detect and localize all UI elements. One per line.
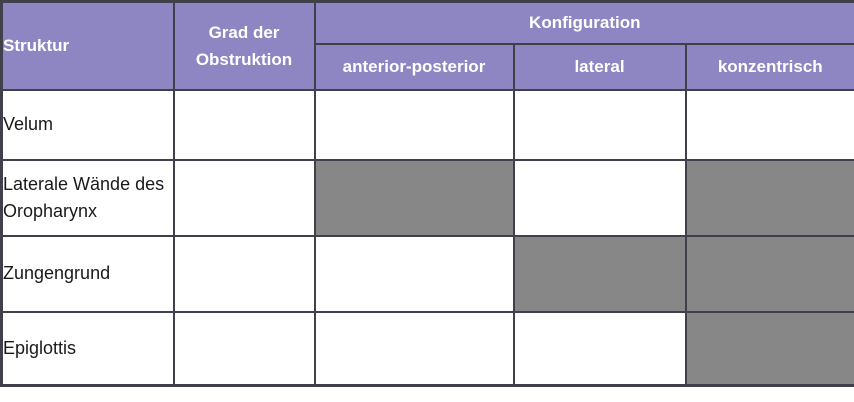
config-cell-epiglottis-konzentrisch [684,310,854,387]
table-row-zungengrund: Zungengrund [0,234,854,313]
config-cell-velum-konzentrisch [684,88,854,161]
config-cell-zungengrund-konzentrisch [684,234,854,313]
col-header-struktur: Struktur [0,0,175,91]
table-row-epiglottis: Epiglottis [0,310,854,387]
row-label-velum: Velum [0,88,175,161]
config-cell-epiglottis-anterior-posterior [313,310,515,387]
table-header: Struktur Grad der Obstruktion Konfigurat… [0,0,854,91]
row-label-epiglottis: Epiglottis [0,310,175,387]
config-cell-epiglottis-lateral [512,310,687,387]
config-cell-laterale-lateral [512,158,687,237]
config-cell-laterale-konzentrisch [684,158,854,237]
grad-cell-epiglottis [172,310,316,387]
grad-cell-velum [172,88,316,161]
col-subheader-anterior-posterior: anterior-posterior [313,42,515,91]
config-cell-zungengrund-anterior-posterior [313,234,515,313]
config-cell-velum-anterior-posterior [313,88,515,161]
table-row-laterale-waende: Laterale Wände des Oropharynx [0,158,854,237]
row-label-laterale-waende: Laterale Wände des Oropharynx [0,158,175,237]
col-subheader-konzentrisch: konzentrisch [684,42,854,91]
config-cell-zungengrund-lateral [512,234,687,313]
grad-cell-laterale-waende [172,158,316,237]
table-row-velum: Velum [0,88,854,161]
grad-cell-zungengrund [172,234,316,313]
row-label-zungengrund: Zungengrund [0,234,175,313]
config-cell-velum-lateral [512,88,687,161]
col-header-grad-der-obstruktion: Grad der Obstruktion [172,0,316,91]
table-body: Velum Laterale Wände des Oropharynx Zung… [0,88,854,387]
config-cell-laterale-anterior-posterior [313,158,515,237]
obstruction-configuration-table: Struktur Grad der Obstruktion Konfigurat… [0,0,854,387]
col-subheader-lateral: lateral [512,42,687,91]
col-header-konfiguration: Konfiguration [313,0,854,45]
